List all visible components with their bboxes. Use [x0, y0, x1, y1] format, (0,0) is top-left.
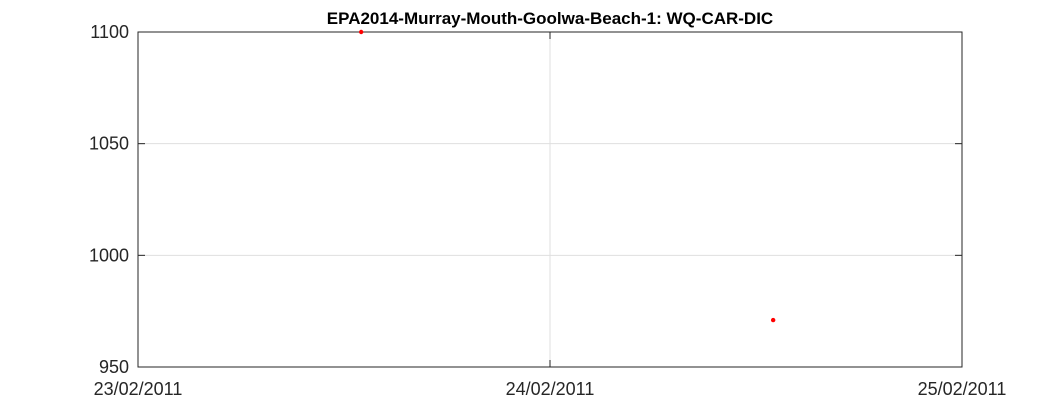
y-tick-label: 1050 [89, 134, 129, 154]
x-tick-label: 24/02/2011 [506, 379, 595, 399]
data-point [770, 317, 776, 323]
chart-title: EPA2014-Murray-Mouth-Goolwa-Beach-1: WQ-… [327, 9, 773, 28]
grid [137, 31, 963, 368]
data-point [358, 29, 364, 35]
y-tick-label: 950 [99, 357, 129, 377]
x-tick-label: 25/02/2011 [918, 379, 1007, 399]
y-tick-label: 1100 [90, 22, 129, 42]
data-points [358, 29, 776, 323]
y-tick-label: 1000 [89, 245, 129, 265]
ticks: 950 1000 1050 1100 23/02/2011 24/02/2011 25/02… [89, 22, 1006, 399]
x-tick-label: 23/02/2011 [94, 379, 183, 399]
